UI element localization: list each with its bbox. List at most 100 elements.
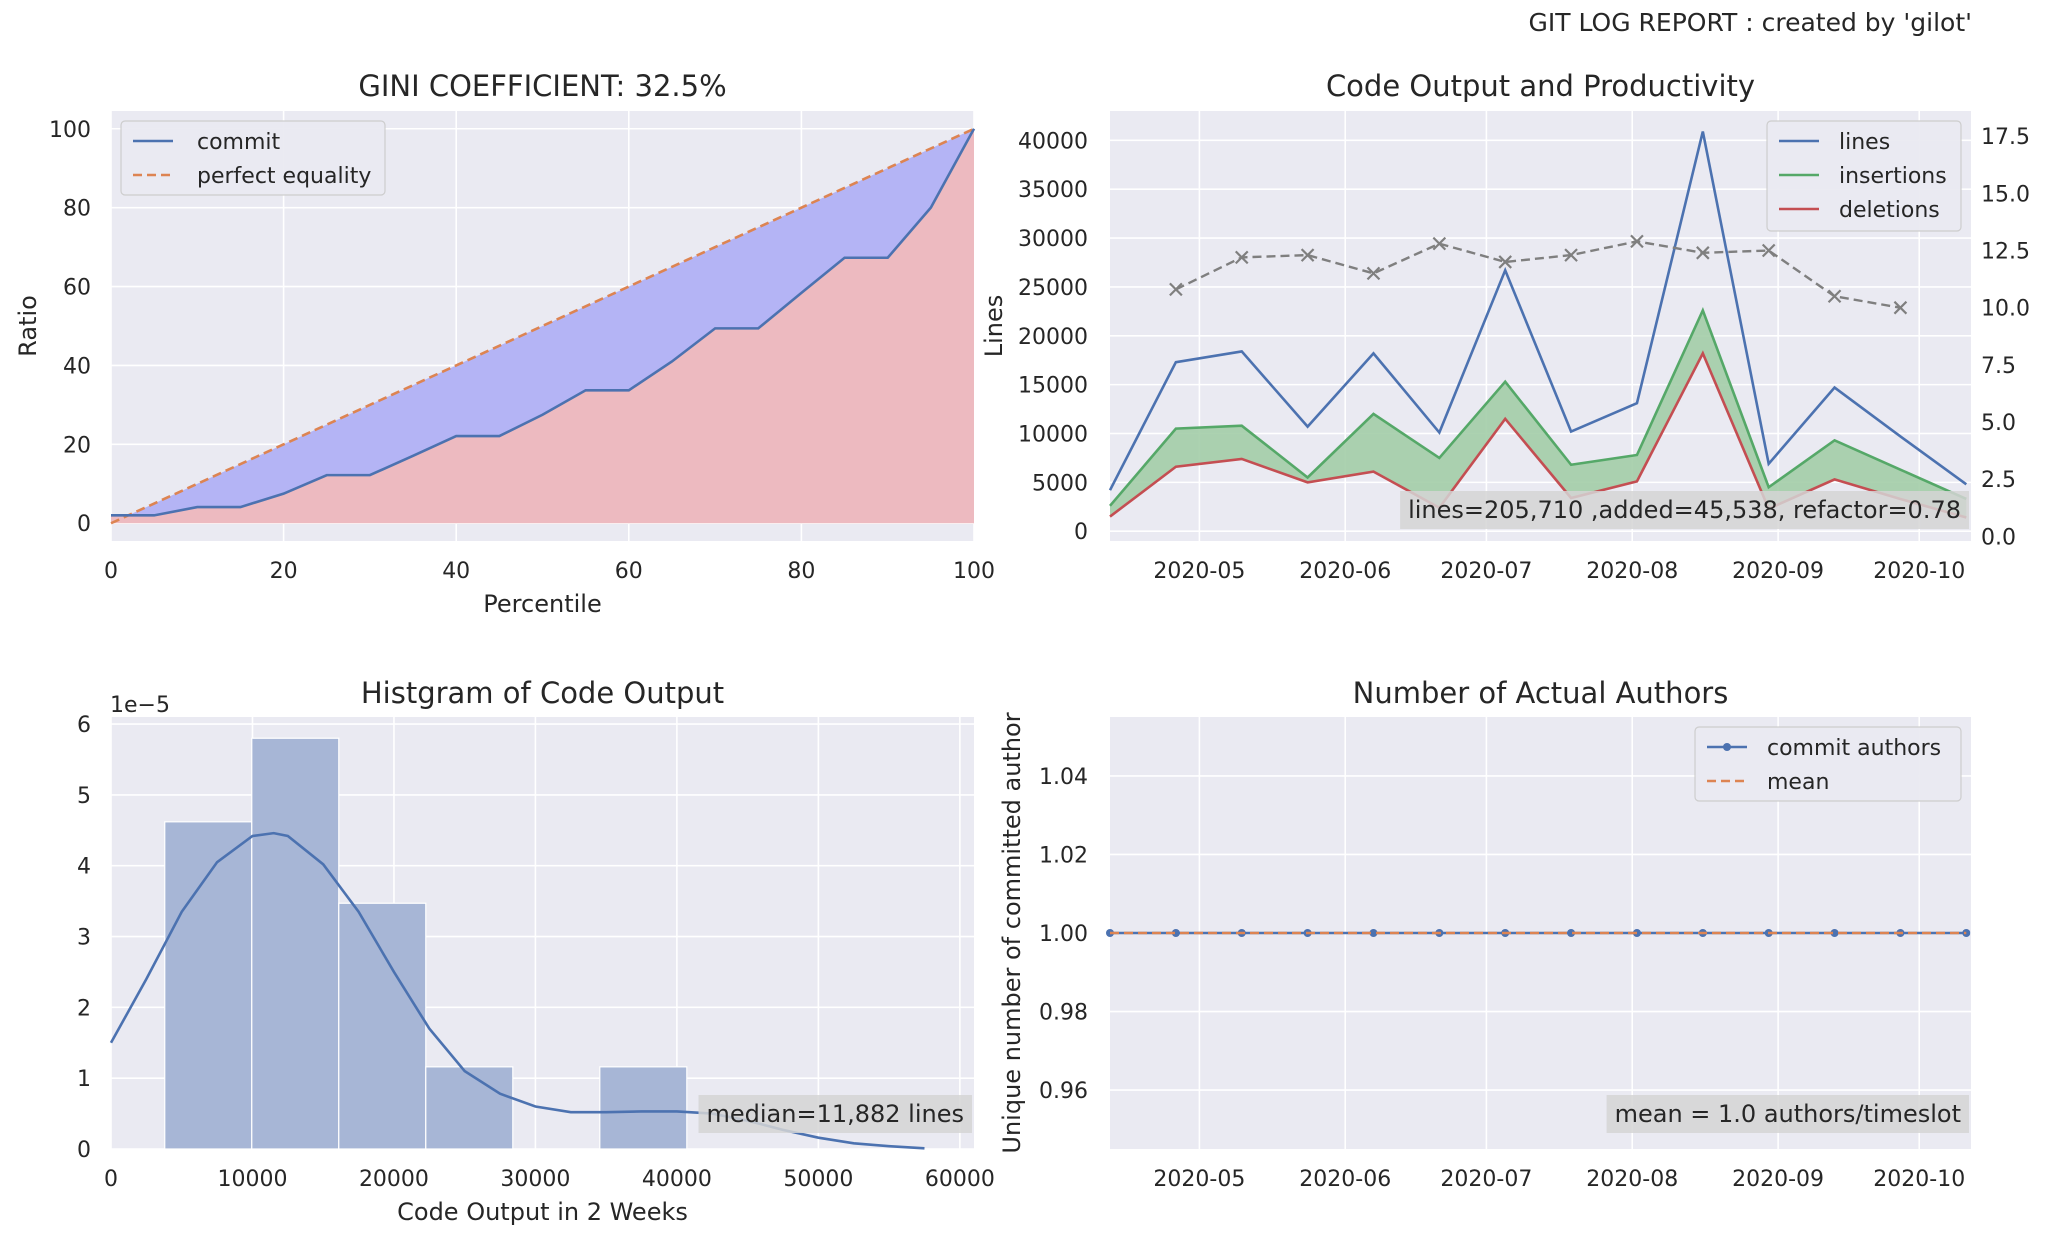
- gini-xtick-label: 20: [270, 559, 298, 584]
- hist-xtick-label: 10000: [217, 1167, 287, 1192]
- gini-legend: [120, 120, 386, 196]
- hist-bar: [251, 737, 340, 1150]
- output-annotation: lines=205,710 ,added=45,538, refactor=0.…: [1408, 496, 1961, 524]
- hist-ytick-label: 0: [77, 1138, 91, 1163]
- output-legend: [1766, 120, 1962, 232]
- hist-xtick-label: 30000: [500, 1167, 570, 1192]
- hist-ytick-label: 2: [77, 996, 91, 1021]
- page-title: GIT LOG REPORT : created by 'gilot': [1528, 8, 1972, 37]
- output-annotation-box: [1400, 491, 1969, 529]
- output-legend-label: insertions: [1839, 164, 1947, 189]
- productivity-marker: [1696, 246, 1710, 260]
- output-y2tick-label: 7.5: [1981, 354, 2016, 379]
- authors-legend: [1694, 726, 1962, 802]
- output-ytick-label: 15000: [1018, 374, 1088, 399]
- authors-xtick-label: 2020-05: [1153, 1167, 1245, 1192]
- output-xtick-label: 2020-05: [1153, 559, 1245, 584]
- authors-ytick-label: 0.96: [1039, 1079, 1088, 1104]
- output-xtick-label: 2020-07: [1440, 559, 1532, 584]
- output-xtick-label: 2020-08: [1586, 559, 1678, 584]
- hist-xtick-label: 0: [104, 1167, 118, 1192]
- productivity-marker: [1432, 236, 1447, 251]
- authors-commit-point: [1369, 929, 1378, 937]
- hist-title: Histgram of Code Output: [361, 676, 724, 710]
- authors-ytick-label: 0.98: [1039, 1001, 1088, 1026]
- output-y2tick-label: 10.0: [1981, 297, 2030, 322]
- output-ytick-label: 25000: [1018, 276, 1088, 301]
- output-y2tick-label: 2.5: [1981, 468, 2016, 493]
- authors-xtick-label: 2020-09: [1732, 1167, 1824, 1192]
- output-y2tick-label: 15.0: [1981, 182, 2030, 207]
- gini-xtick-label: 60: [615, 559, 643, 584]
- gini-commit-line: [111, 128, 976, 517]
- hist-bar: [425, 1066, 514, 1150]
- output-ytick-label: 5000: [1032, 471, 1088, 496]
- authors-commit-point: [1567, 929, 1576, 937]
- authors-xtick-label: 2020-06: [1299, 1167, 1391, 1192]
- gini-ytick-label: 80: [63, 197, 91, 222]
- gini-legend-equality-label: perfect equality: [197, 164, 371, 189]
- hist-annotation-box: [698, 1095, 972, 1133]
- hist-xlabel: Code Output in 2 Weeks: [397, 1198, 688, 1226]
- output-ytick-label: 10000: [1018, 423, 1088, 448]
- productivity-line: [1175, 240, 1901, 309]
- output-y2tick-label: 17.5: [1981, 125, 2030, 150]
- authors-ytick-label: 1.04: [1039, 765, 1088, 790]
- gini-ytick-label: 20: [63, 433, 91, 458]
- authors-legend-commit-label: commit authors: [1767, 736, 1941, 761]
- hist-ytick-label: 1: [77, 1067, 91, 1092]
- productivity-marker: [1366, 266, 1381, 281]
- output-legend-label: lines: [1839, 130, 1890, 155]
- hist-xtick-label: 20000: [359, 1167, 429, 1192]
- output-ytick-label: 40000: [1018, 129, 1088, 154]
- output-ytick-label: 20000: [1018, 325, 1088, 350]
- gini-xtick-label: 80: [787, 559, 815, 584]
- authors-xtick-label: 2020-10: [1873, 1167, 1965, 1192]
- hist-bar: [338, 902, 427, 1150]
- authors-legend-commit-marker: [1723, 743, 1731, 751]
- output-legend-label: deletions: [1839, 198, 1940, 223]
- gini-xlabel: Percentile: [483, 590, 601, 618]
- gini-xtick-label: 100: [953, 559, 995, 584]
- authors-title: Number of Actual Authors: [1353, 676, 1729, 710]
- hist-bar: [164, 821, 253, 1150]
- output-xtick-label: 2020-10: [1873, 559, 1965, 584]
- gini-xtick-label: 0: [104, 559, 118, 584]
- authors-xtick-label: 2020-07: [1440, 1167, 1532, 1192]
- hist-annotation: median=11,882 lines: [707, 1100, 965, 1128]
- hist-xtick-label: 40000: [642, 1167, 712, 1192]
- gini-commit-area: [111, 128, 974, 524]
- gini-ytick-label: 100: [49, 118, 91, 143]
- output-y2tick-label: 12.5: [1981, 240, 2030, 265]
- output-ytick-label: 0: [1074, 520, 1088, 545]
- productivity-marker: [1498, 255, 1512, 269]
- output-ytick-label: 30000: [1018, 227, 1088, 252]
- hist-xtick-label: 60000: [925, 1167, 995, 1192]
- authors-commit-point: [1171, 929, 1180, 937]
- output-title: Code Output and Productivity: [1326, 69, 1755, 103]
- productivity-marker: [1630, 234, 1644, 249]
- productivity-marker: [1564, 248, 1578, 262]
- gini-legend-commit-label: commit: [197, 130, 281, 155]
- productivity-marker: [1300, 248, 1315, 262]
- authors-ytick-label: 1.00: [1039, 922, 1088, 947]
- hist-ytick-label: 4: [77, 855, 91, 880]
- hist-ytick-label: 6: [77, 713, 91, 738]
- authors-annotation: mean = 1.0 authors/timeslot: [1615, 1100, 1961, 1128]
- hist-bar: [599, 1066, 688, 1150]
- gini-ytick-label: 40: [63, 354, 91, 379]
- gini-ylabel: Ratio: [14, 295, 42, 357]
- authors-ytick-label: 1.02: [1039, 843, 1088, 868]
- output-y2tick-label: 0.0: [1981, 525, 2016, 550]
- gini-equality-line: [110, 127, 975, 525]
- gini-gap-area: [111, 128, 974, 524]
- gini-xtick-label: 40: [442, 559, 470, 584]
- authors-commit-point: [1830, 929, 1839, 937]
- productivity-marker: [1761, 243, 1776, 258]
- hist-ytick-label: 5: [77, 784, 91, 809]
- productivity-marker: [1234, 250, 1249, 265]
- authors-legend-mean-label: mean: [1767, 770, 1829, 795]
- gini-title: GINI COEFFICIENT: 32.5%: [358, 69, 726, 103]
- output-xtick-label: 2020-09: [1732, 559, 1824, 584]
